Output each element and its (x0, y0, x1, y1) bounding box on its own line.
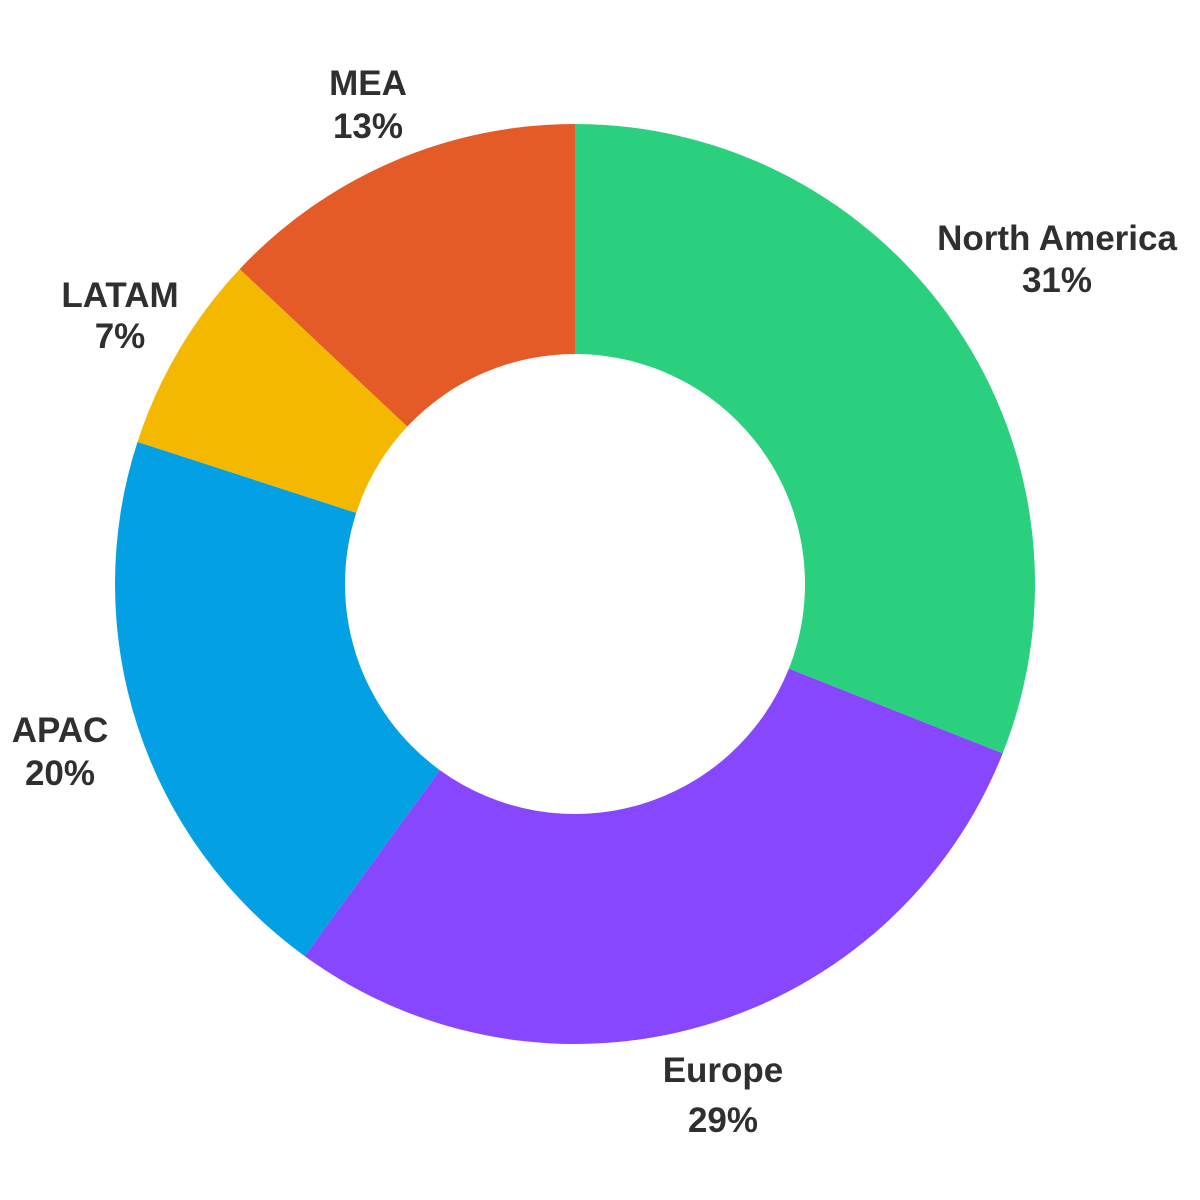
slice-value-europe: 29% (688, 1101, 758, 1140)
donut-slices (114, 124, 1035, 1044)
slice-label-latam: LATAM (61, 276, 178, 315)
slice-label-mea: MEA (329, 64, 407, 103)
slice-value-apac: 20% (25, 754, 95, 793)
slice-value-mea: 13% (333, 107, 403, 146)
slice-label-europe: Europe (663, 1051, 784, 1090)
slice-label-apac: APAC (12, 711, 109, 750)
slice-europe (304, 668, 1003, 1044)
slice-value-north-america: 31% (1022, 261, 1092, 300)
slice-mea (239, 124, 575, 427)
slice-latam (137, 269, 408, 513)
slice-label-north-america: North America (937, 219, 1177, 258)
slice-value-latam: 7% (95, 317, 146, 356)
slice-north-america (575, 124, 1035, 754)
slice-apac (114, 441, 440, 957)
